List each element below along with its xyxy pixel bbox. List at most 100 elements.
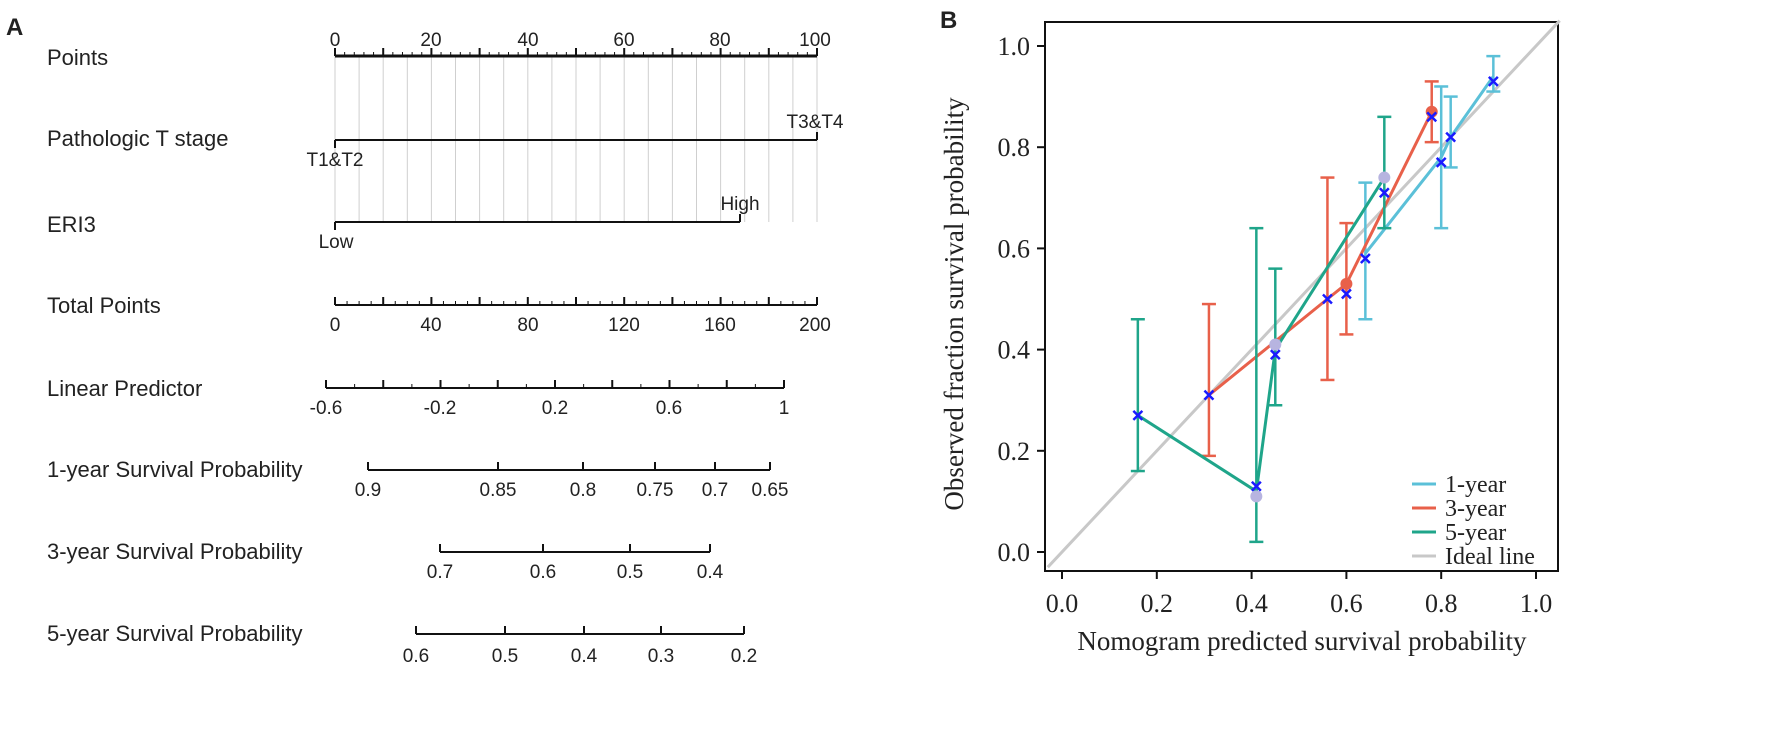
s5-tick-label-5: 0.2 bbox=[731, 646, 757, 667]
survival-1yr-ticks bbox=[367, 462, 771, 470]
x-marker-stroke bbox=[1435, 156, 1447, 168]
s5-tick-label-4: 0.3 bbox=[648, 646, 674, 667]
x-marker bbox=[1378, 187, 1390, 199]
legend-label: 1-year bbox=[1445, 472, 1506, 498]
x-marker-stroke bbox=[1341, 288, 1352, 300]
eri3-scale: Low High bbox=[319, 194, 760, 253]
x-marker-stroke bbox=[1250, 480, 1262, 492]
points-tick-label-100: 100 bbox=[799, 30, 831, 51]
panel-a-label: A bbox=[6, 14, 23, 41]
lp-tick-label-3: 0.2 bbox=[542, 398, 568, 419]
row-label-eri3: ERI3 bbox=[47, 212, 96, 237]
x-axis-tick-label: 0.8 bbox=[1425, 589, 1458, 618]
lp-tick-label-1: -0.6 bbox=[310, 398, 343, 419]
s5-tick-label-2: 0.5 bbox=[492, 646, 518, 667]
y-axis-tick-label: 0.8 bbox=[998, 133, 1031, 162]
x-marker-stroke bbox=[1487, 76, 1499, 87]
t-stage-high-label: T3&T4 bbox=[786, 112, 843, 133]
t-stage-low-label: T1&T2 bbox=[306, 150, 363, 171]
row-label-total-points: Total Points bbox=[47, 293, 161, 318]
x-marker bbox=[1487, 76, 1499, 87]
x-marker-stroke bbox=[1426, 111, 1438, 123]
eri3-low-label: Low bbox=[319, 232, 354, 253]
s3-tick-label-2: 0.6 bbox=[530, 562, 556, 583]
x-marker bbox=[1269, 349, 1281, 361]
x-marker bbox=[1203, 389, 1215, 401]
s1-tick-label-5: 0.7 bbox=[702, 480, 728, 501]
t-stage-scale: T1&T2 T3&T4 bbox=[306, 112, 843, 171]
s1-tick-label-6: 0.65 bbox=[752, 480, 789, 501]
x-marker bbox=[1132, 409, 1144, 421]
filled-point bbox=[1250, 490, 1263, 503]
legend-label: 3-year bbox=[1445, 496, 1506, 522]
s3-tick-label-4: 0.4 bbox=[697, 562, 724, 583]
row-label-5yr-survival: 5-year Survival Probability bbox=[47, 621, 303, 646]
linear-predictor-ticks bbox=[325, 380, 785, 388]
x-marker-stroke bbox=[1322, 293, 1333, 305]
total-tick-label-80: 80 bbox=[517, 315, 538, 336]
x-marker bbox=[1250, 480, 1262, 492]
calibration-markers bbox=[1132, 76, 1499, 503]
filled-point bbox=[1340, 277, 1353, 290]
series-line-1-year bbox=[1364, 75, 1495, 255]
x-marker-stroke bbox=[1132, 409, 1144, 421]
filled-point bbox=[1378, 171, 1391, 184]
calibration-axes: 0.0 0.2 0.4 0.6 0.8 1.0 0.0 0.2 0.4 0.6 0.8 1.0 bbox=[998, 32, 1553, 618]
x-axis-tick-label: 0.2 bbox=[1141, 589, 1174, 618]
row-label-points: Points bbox=[47, 45, 108, 70]
total-points-scale: 0 40 80 120 160 200 bbox=[330, 297, 831, 336]
row-label-1yr-survival: 1-year Survival Probability bbox=[47, 457, 303, 482]
x-marker bbox=[1435, 156, 1447, 168]
total-tick-label-200: 200 bbox=[799, 315, 831, 336]
row-label-linear-predictor: Linear Predictor bbox=[47, 376, 202, 401]
s1-tick-label-4: 0.75 bbox=[637, 480, 674, 501]
plot-frame bbox=[1044, 21, 1559, 572]
x-marker bbox=[1445, 131, 1457, 143]
series-line-3-year bbox=[1207, 111, 1434, 397]
s5-tick-label-1: 0.6 bbox=[403, 646, 429, 667]
lp-tick-label-5: 1 bbox=[779, 398, 790, 419]
survival-5yr-scale: 0.6 0.5 0.4 0.3 0.2 bbox=[403, 626, 757, 667]
s5-tick-label-3: 0.4 bbox=[571, 646, 598, 667]
lp-tick-label-4: 0.6 bbox=[656, 398, 682, 419]
calibration-series bbox=[1046, 19, 1561, 569]
x-marker bbox=[1359, 253, 1371, 264]
s3-tick-label-3: 0.5 bbox=[617, 562, 643, 583]
x-axis-title: Nomogram predicted survival probability bbox=[1077, 626, 1527, 656]
row-label-t-stage: Pathologic T stage bbox=[47, 126, 228, 151]
survival-1yr-scale: 0.9 0.85 0.8 0.75 0.7 0.65 bbox=[355, 462, 789, 501]
y-axis-tick-label: 1.0 bbox=[998, 32, 1031, 61]
x-axis-tick-label: 0.4 bbox=[1235, 589, 1268, 618]
points-tick-label-20: 20 bbox=[420, 30, 441, 51]
y-axis-title: Observed fraction survival probability bbox=[939, 97, 969, 511]
ideal-line bbox=[1046, 19, 1561, 569]
points-tick-label-40: 40 bbox=[517, 30, 538, 51]
x-marker-stroke bbox=[1203, 389, 1215, 401]
row-label-3yr-survival: 3-year Survival Probability bbox=[47, 539, 303, 564]
x-marker bbox=[1341, 288, 1352, 300]
s1-tick-label-1: 0.9 bbox=[355, 480, 381, 501]
y-axis-tick-label: 0.2 bbox=[998, 437, 1031, 466]
survival-5yr-ticks bbox=[415, 626, 745, 634]
series-line-5-year bbox=[1137, 176, 1386, 494]
x-marker-stroke bbox=[1269, 349, 1281, 361]
total-tick-label-160: 160 bbox=[704, 315, 736, 336]
linear-predictor-scale: -0.6 -0.2 0.2 0.6 1 bbox=[310, 380, 790, 419]
filled-point bbox=[1269, 338, 1282, 351]
panel-b-label: B bbox=[940, 7, 957, 34]
x-marker bbox=[1322, 293, 1333, 305]
x-axis-tick-label: 0.0 bbox=[1046, 589, 1079, 618]
x-marker bbox=[1426, 111, 1438, 123]
s1-tick-label-2: 0.85 bbox=[480, 480, 517, 501]
total-points-ticks bbox=[334, 297, 818, 305]
x-axis-tick-label: 1.0 bbox=[1520, 589, 1553, 618]
y-axis-tick-label: 0.6 bbox=[998, 234, 1031, 263]
y-axis-tick-label: 0.4 bbox=[998, 336, 1031, 365]
total-tick-label-0: 0 bbox=[330, 315, 341, 336]
points-tick-label-0: 0 bbox=[330, 30, 341, 51]
x-marker-stroke bbox=[1378, 187, 1390, 199]
legend-label: 5-year bbox=[1445, 520, 1506, 546]
x-marker-stroke bbox=[1359, 253, 1371, 264]
points-tick-label-60: 60 bbox=[613, 30, 634, 51]
